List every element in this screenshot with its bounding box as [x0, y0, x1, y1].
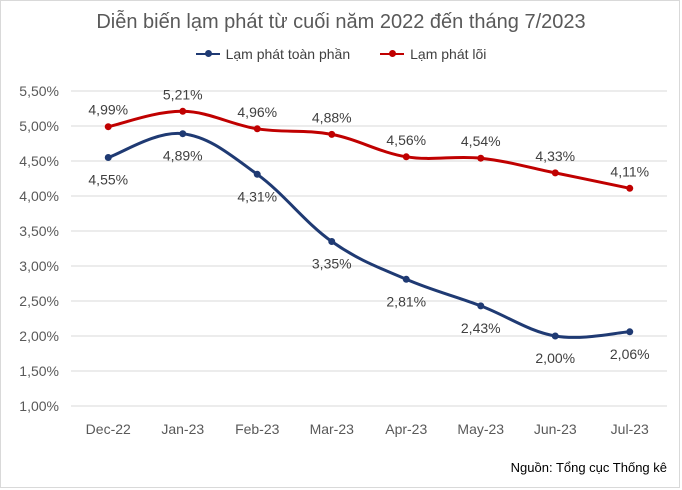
legend-swatch-total — [195, 50, 220, 57]
y-tick-label: 3,00% — [19, 258, 59, 274]
x-tick-label: Jul-23 — [611, 421, 649, 437]
y-tick-label: 2,50% — [19, 293, 59, 309]
data-label-total: 4,89% — [163, 148, 203, 164]
data-label-core: 4,11% — [610, 163, 649, 179]
x-tick-label: Jun-23 — [534, 421, 577, 437]
x-tick-label: Feb-23 — [235, 421, 280, 437]
point-core — [551, 169, 559, 177]
point-core — [626, 184, 634, 192]
data-label-core: 5,21% — [163, 86, 203, 102]
y-tick-label: 2,00% — [19, 328, 59, 344]
y-tick-label: 4,00% — [19, 188, 59, 204]
x-tick-label: Mar-23 — [310, 421, 355, 437]
data-label-core: 4,54% — [461, 133, 501, 149]
chart-title: Diễn biến lạm phát từ cuối năm 2022 đến … — [96, 11, 586, 33]
point-core — [328, 130, 336, 138]
legend-item-core: Lạm phát lõi — [380, 46, 486, 62]
y-tick-label: 1,50% — [19, 363, 59, 379]
point-total — [253, 170, 261, 178]
y-tick-label: 1,00% — [19, 398, 59, 414]
data-label-core: 4,33% — [535, 148, 575, 164]
point-core — [402, 153, 410, 161]
x-tick-label: May-23 — [457, 421, 504, 437]
data-label-total: 4,55% — [88, 172, 128, 188]
point-total — [626, 328, 634, 336]
point-total — [179, 130, 187, 138]
y-tick-label: 3,50% — [19, 223, 59, 239]
source-note: Nguồn: Tổng cục Thống kê — [510, 460, 667, 475]
y-tick-label: 5,00% — [19, 118, 59, 134]
series-line-total — [106, 132, 632, 339]
point-total — [477, 302, 485, 310]
point-core — [179, 107, 187, 115]
point-core — [253, 125, 261, 133]
data-label-total: 3,35% — [312, 256, 352, 272]
point-total — [402, 275, 410, 283]
data-label-core: 4,99% — [88, 102, 128, 118]
series-line-core — [106, 109, 632, 190]
y-tick-label: 5,50% — [19, 83, 59, 99]
data-label-total: 4,31% — [237, 188, 277, 204]
legend-label-total: Lạm phát toàn phần — [225, 46, 351, 62]
data-label-total: 2,06% — [610, 346, 650, 362]
x-tick-label: Jan-23 — [161, 421, 204, 437]
y-tick-label: 4,50% — [19, 153, 59, 169]
data-label-core: 4,56% — [386, 132, 426, 148]
legend-swatch-core — [380, 50, 405, 57]
x-tick-label: Dec-22 — [86, 421, 131, 437]
legend-label-core: Lạm phát lõi — [410, 46, 487, 62]
data-label-core: 4,88% — [312, 109, 352, 125]
point-core — [477, 154, 485, 162]
x-tick-label: Apr-23 — [385, 421, 427, 437]
data-label-total: 2,81% — [386, 293, 426, 309]
point-total — [551, 332, 559, 340]
point-core — [104, 123, 112, 131]
chart-legend: Lạm phát toàn phần Lạm phát lõi — [1, 46, 681, 62]
data-label-core: 4,96% — [237, 104, 277, 120]
point-total — [328, 238, 336, 245]
legend-item-total: Lạm phát toàn phần — [195, 46, 351, 62]
point-total — [104, 154, 112, 161]
data-label-total: 2,00% — [535, 350, 575, 366]
data-label-total: 2,43% — [461, 320, 501, 336]
